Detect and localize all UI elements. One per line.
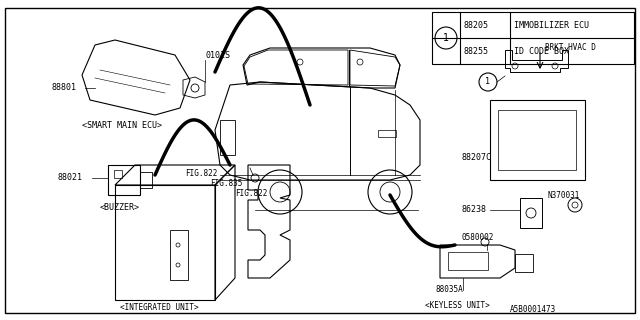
Text: <KEYLESS UNIT>: <KEYLESS UNIT> <box>425 300 490 309</box>
Bar <box>515 254 533 272</box>
Text: FIG.822: FIG.822 <box>185 169 218 178</box>
Text: <INTEGRATED UNIT>: <INTEGRATED UNIT> <box>120 303 198 313</box>
Text: 88035A: 88035A <box>435 285 463 294</box>
Bar <box>170 230 188 280</box>
Text: 88255: 88255 <box>464 46 489 55</box>
Bar <box>498 110 576 170</box>
Text: 88205: 88205 <box>464 20 489 29</box>
Text: 86238: 86238 <box>462 205 487 214</box>
Text: FIG.835: FIG.835 <box>210 179 243 188</box>
Text: 1: 1 <box>443 33 449 43</box>
Bar <box>115 185 215 300</box>
Text: N370031: N370031 <box>547 190 579 199</box>
Text: <SMART MAIN ECU>: <SMART MAIN ECU> <box>82 121 162 130</box>
Text: 88801: 88801 <box>52 84 77 92</box>
Bar <box>114 170 122 178</box>
Text: 0580002: 0580002 <box>462 233 494 242</box>
Bar <box>490 100 585 180</box>
Text: BRKT HVAC D: BRKT HVAC D <box>545 44 596 52</box>
Text: A5B0001473: A5B0001473 <box>510 306 556 315</box>
Text: ID CODE BOX: ID CODE BOX <box>514 46 569 55</box>
Text: <BUZZER>: <BUZZER> <box>100 204 140 212</box>
Text: 0101S: 0101S <box>205 51 230 60</box>
Bar <box>108 165 140 195</box>
Bar <box>378 130 396 137</box>
Bar <box>140 172 152 188</box>
Bar <box>432 12 634 64</box>
Bar <box>448 252 488 270</box>
Text: 88207C: 88207C <box>462 154 492 163</box>
Text: IMMOBILIZER ECU: IMMOBILIZER ECU <box>514 20 589 29</box>
Bar <box>520 198 542 228</box>
Text: FIG.822: FIG.822 <box>235 188 268 197</box>
Text: 88021: 88021 <box>58 173 83 182</box>
Text: 1: 1 <box>486 77 490 86</box>
Bar <box>220 120 235 155</box>
